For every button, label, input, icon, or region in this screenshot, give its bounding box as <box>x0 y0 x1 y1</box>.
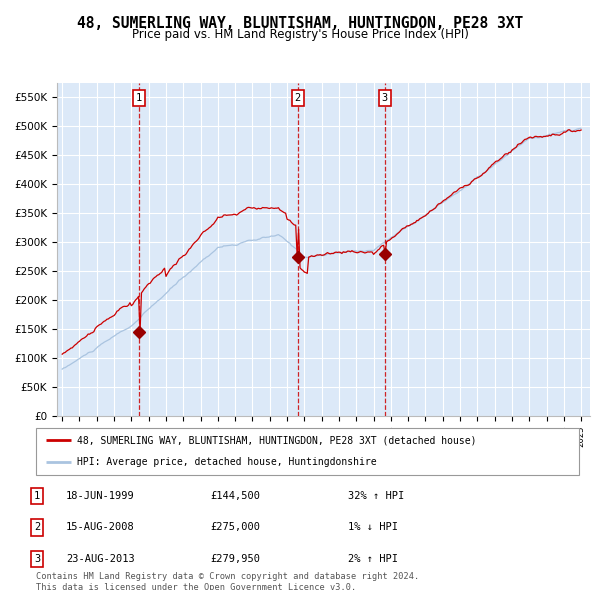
Text: 15-AUG-2008: 15-AUG-2008 <box>66 523 135 532</box>
Text: 2: 2 <box>34 523 40 532</box>
Text: 3: 3 <box>382 93 388 103</box>
Text: 23-AUG-2013: 23-AUG-2013 <box>66 554 135 563</box>
Text: HPI: Average price, detached house, Huntingdonshire: HPI: Average price, detached house, Hunt… <box>77 457 376 467</box>
Text: Contains HM Land Registry data © Crown copyright and database right 2024.
This d: Contains HM Land Registry data © Crown c… <box>36 572 419 590</box>
FancyBboxPatch shape <box>36 428 579 475</box>
Text: 3: 3 <box>34 554 40 563</box>
Text: 32% ↑ HPI: 32% ↑ HPI <box>348 491 404 501</box>
Text: £275,000: £275,000 <box>210 523 260 532</box>
Text: 18-JUN-1999: 18-JUN-1999 <box>66 491 135 501</box>
Text: 1% ↓ HPI: 1% ↓ HPI <box>348 523 398 532</box>
Text: Price paid vs. HM Land Registry's House Price Index (HPI): Price paid vs. HM Land Registry's House … <box>131 28 469 41</box>
Text: £279,950: £279,950 <box>210 554 260 563</box>
Text: 48, SUMERLING WAY, BLUNTISHAM, HUNTINGDON, PE28 3XT: 48, SUMERLING WAY, BLUNTISHAM, HUNTINGDO… <box>77 16 523 31</box>
Text: £144,500: £144,500 <box>210 491 260 501</box>
Text: 1: 1 <box>34 491 40 501</box>
Text: 48, SUMERLING WAY, BLUNTISHAM, HUNTINGDON, PE28 3XT (detached house): 48, SUMERLING WAY, BLUNTISHAM, HUNTINGDO… <box>77 435 476 445</box>
Text: 2% ↑ HPI: 2% ↑ HPI <box>348 554 398 563</box>
Text: 1: 1 <box>136 93 142 103</box>
Text: 2: 2 <box>295 93 301 103</box>
